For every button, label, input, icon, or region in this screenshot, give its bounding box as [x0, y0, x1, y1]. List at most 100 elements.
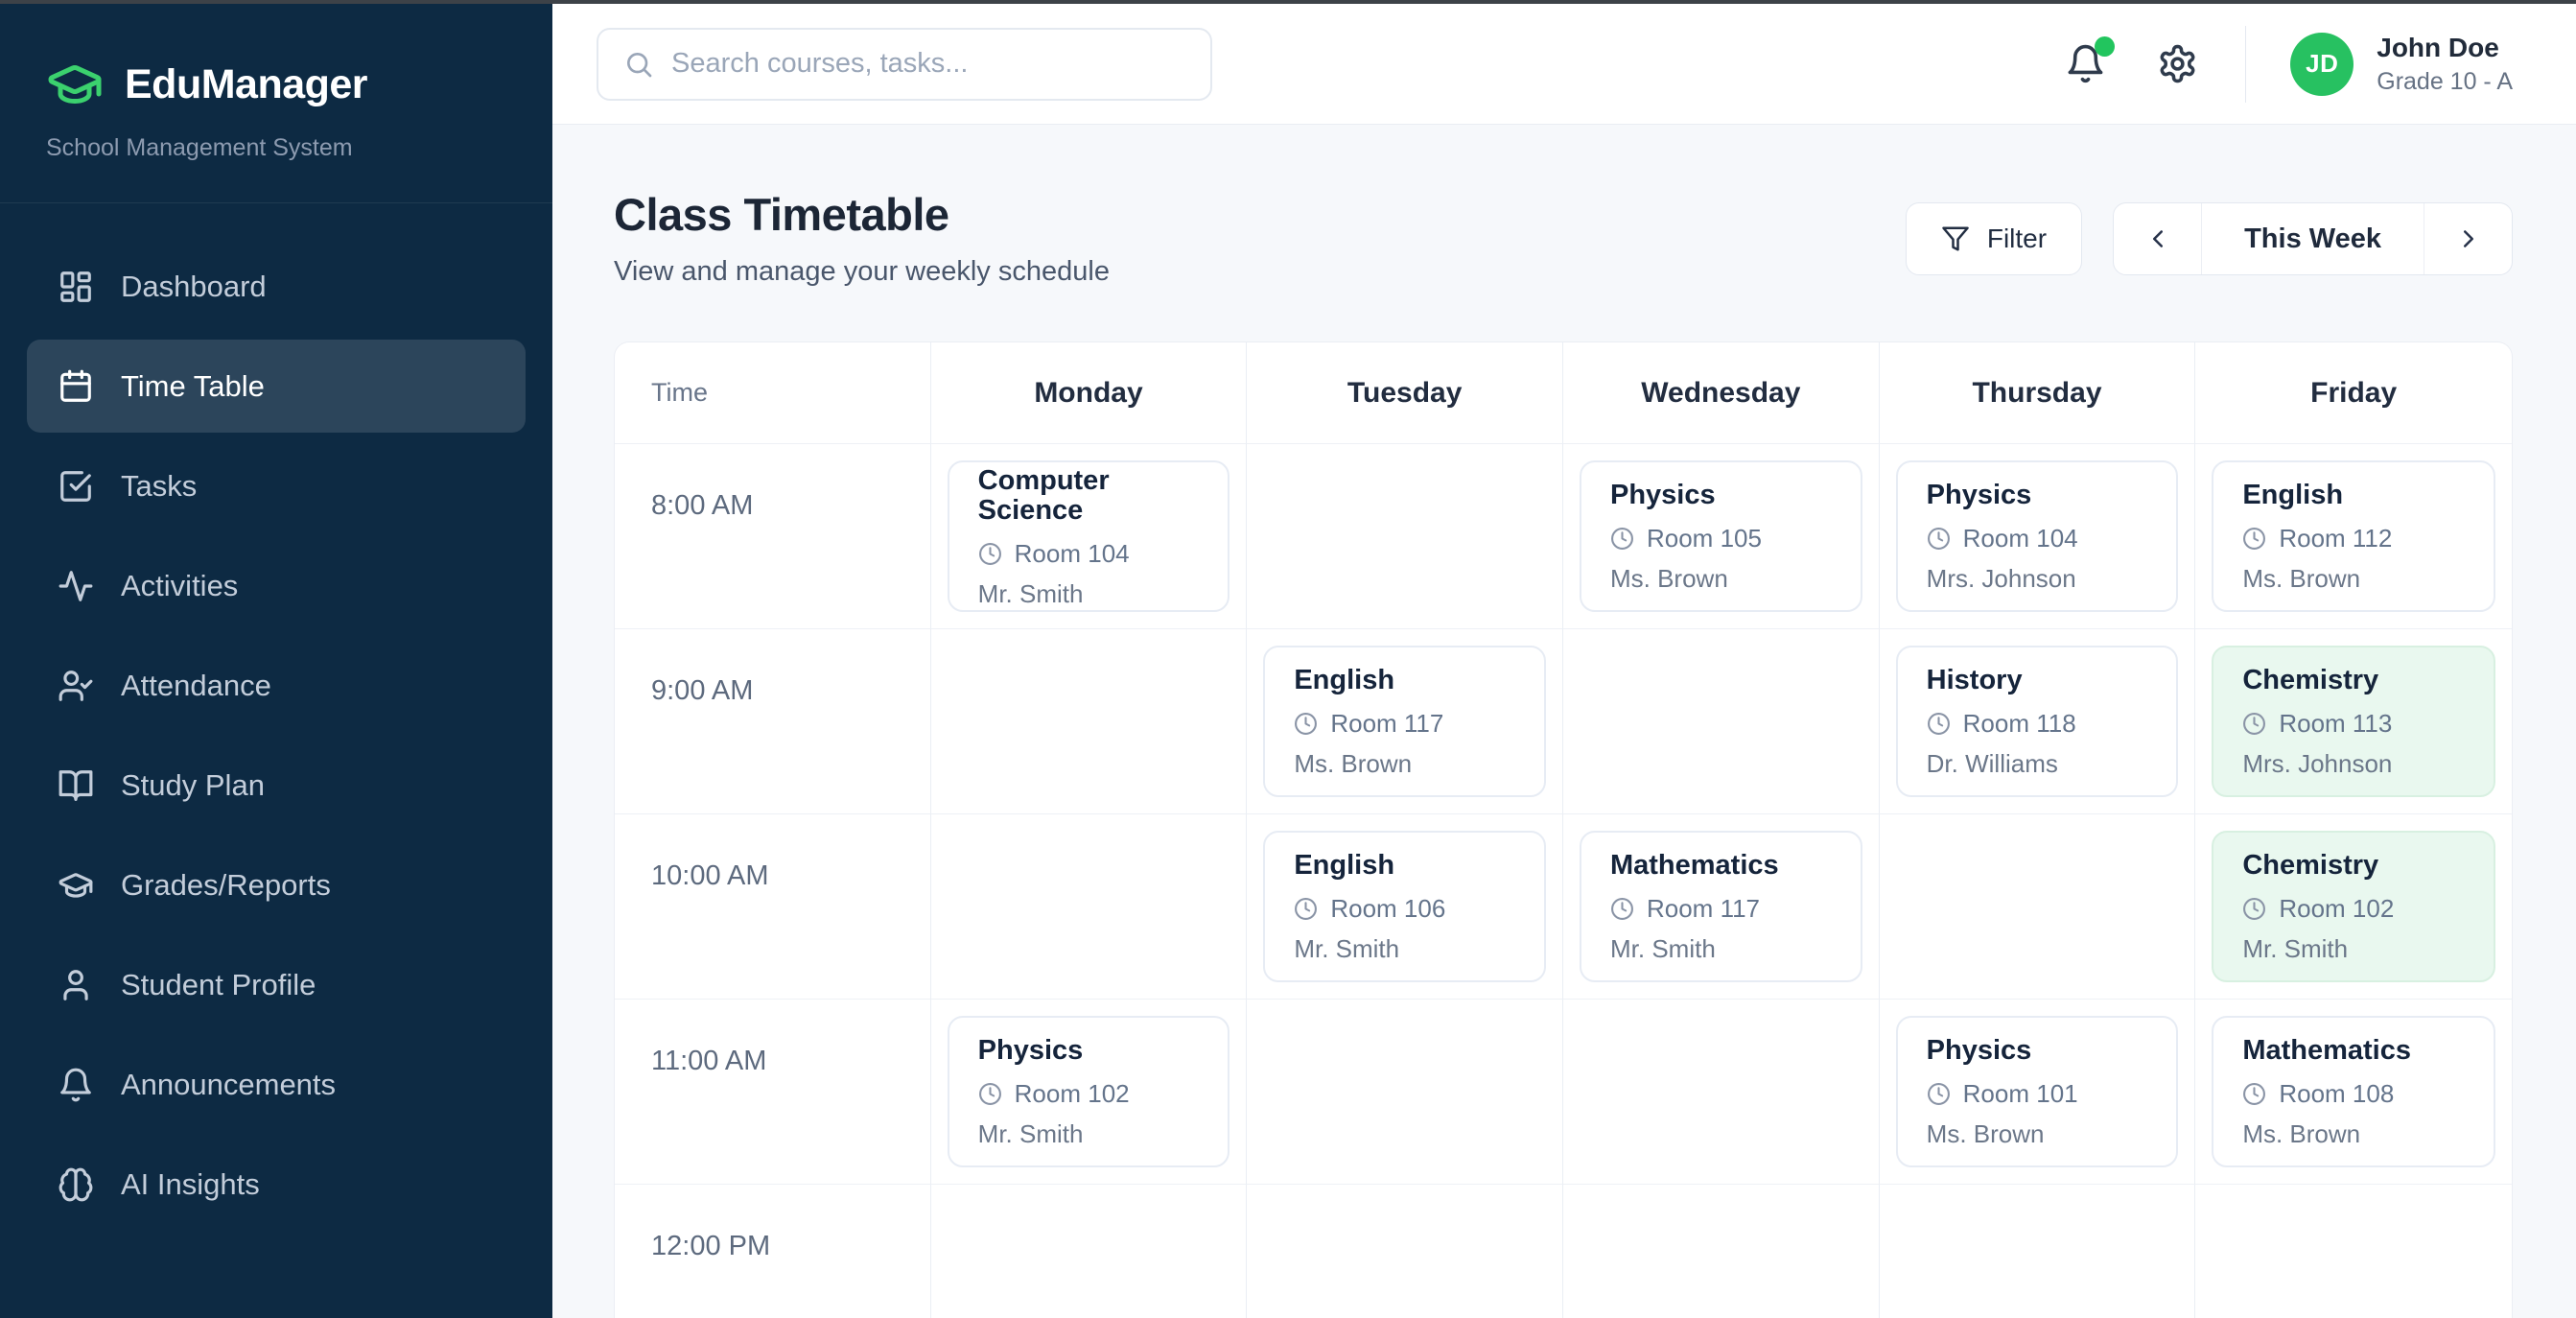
activity-icon [58, 568, 94, 604]
user-menu[interactable]: JD John Doe Grade 10 - A [2290, 32, 2513, 96]
sidebar-item-activities[interactable]: Activities [27, 539, 526, 632]
timetable-slot: Mathematics Room 108 Ms. Brown [2195, 1000, 2512, 1186]
lesson-room: Room 113 [2242, 710, 2465, 738]
clock-icon [1927, 712, 1951, 736]
lesson-room-text: Room 102 [1014, 1079, 1130, 1109]
settings-button[interactable] [2153, 40, 2201, 88]
sidebar: EduManager School Management System Dash… [0, 4, 552, 1318]
avatar: JD [2290, 32, 2354, 96]
lesson-teacher: Ms. Brown [1294, 748, 1413, 778]
timetable-header-thursday: Thursday [1879, 342, 2196, 445]
clock-icon [1610, 527, 1634, 551]
lesson-card[interactable]: Computer Science Room 104 Mr. Smith [947, 460, 1230, 613]
bell-icon [58, 1067, 94, 1103]
book-open-icon [58, 767, 94, 804]
sidebar-item-label: Tasks [121, 468, 198, 503]
lesson-subject: Physics [1926, 1035, 2032, 1067]
timetable-slot [931, 1185, 1248, 1318]
lesson-card[interactable]: Physics Room 105 Ms. Brown [1579, 460, 1862, 613]
clock-icon [2242, 897, 2266, 921]
lesson-room-text: Room 104 [1962, 524, 2078, 553]
timetable-slot: English Room 117 Ms. Brown [1247, 629, 1563, 815]
lesson-subject: Physics [977, 1035, 1084, 1067]
lesson-subject: Chemistry [2242, 665, 2379, 696]
sidebar-item-label: Dashboard [121, 269, 267, 303]
clock-icon [1927, 527, 1951, 551]
graduation-cap-icon [58, 867, 94, 904]
lesson-card[interactable]: Physics Room 101 Ms. Brown [1895, 1016, 2179, 1168]
filter-button[interactable]: Filter [1905, 202, 2083, 276]
lesson-room: Room 102 [2242, 895, 2465, 923]
timetable-slot [1247, 1185, 1563, 1318]
lesson-card[interactable]: Chemistry Room 113 Mrs. Johnson [2212, 646, 2495, 798]
lesson-subject: Mathematics [1609, 850, 1779, 882]
lesson-card[interactable]: English Room 112 Ms. Brown [2212, 460, 2495, 613]
clock-icon [2242, 712, 2266, 736]
sidebar-item-dashboard[interactable]: Dashboard [27, 240, 526, 333]
timetable-slot: Computer Science Room 104 Mr. Smith [930, 444, 1248, 630]
sidebar-item-attendance[interactable]: Attendance [27, 639, 526, 732]
previous-week-button[interactable] [2114, 203, 2203, 275]
gear-icon [2157, 43, 2198, 84]
timetable-time-label: 10:00 AM [615, 814, 931, 1000]
lesson-room: Room 112 [2242, 525, 2465, 553]
lesson-card[interactable]: Mathematics Room 108 Ms. Brown [2212, 1016, 2495, 1168]
sidebar-item-ai-insights[interactable]: AI Insights [27, 1138, 526, 1231]
lesson-subject: English [1294, 850, 1395, 882]
lesson-room-text: Room 112 [2279, 524, 2393, 553]
lesson-room-text: Room 118 [1962, 709, 2076, 739]
sidebar-item-label: Grades/Reports [121, 867, 331, 902]
timetable-header-wednesday: Wednesday [1562, 342, 1880, 445]
lesson-room-text: Room 105 [1646, 524, 1762, 553]
notification-dot [2095, 35, 2116, 57]
topbar: JD John Doe Grade 10 - A [552, 4, 2576, 125]
timetable-slot: Physics Room 105 Ms. Brown [1562, 444, 1880, 630]
lesson-card[interactable]: Chemistry Room 102 Mr. Smith [2212, 831, 2495, 983]
page-title: Class Timetable [614, 189, 949, 240]
tasks-icon [58, 468, 94, 505]
lesson-subject: English [2242, 480, 2344, 511]
lesson-teacher: Dr. Williams [1926, 748, 2058, 778]
lesson-card[interactable]: English Room 117 Ms. Brown [1263, 646, 1546, 798]
lesson-teacher: Mr. Smith [2242, 933, 2349, 963]
clock-icon [2242, 1082, 2266, 1106]
lesson-card[interactable]: Mathematics Room 117 Mr. Smith [1579, 831, 1862, 983]
timetable-slot: English Room 112 Ms. Brown [2195, 444, 2512, 630]
lesson-teacher: Mr. Smith [1609, 933, 1716, 963]
timetable-slot: Physics Room 101 Ms. Brown [1879, 1000, 2196, 1186]
lesson-card[interactable]: Physics Room 102 Mr. Smith [947, 1016, 1230, 1168]
lesson-room-text: Room 101 [1962, 1079, 2078, 1109]
clock-icon [1927, 1082, 1951, 1106]
page-header: Class Timetable View and manage your wee… [614, 190, 2513, 288]
sidebar-item-tasks[interactable]: Tasks [27, 439, 526, 532]
lesson-room-text: Room 106 [1330, 894, 1446, 924]
search-input[interactable] [671, 48, 1185, 80]
timetable-slot [1247, 444, 1563, 630]
chevron-left-icon [2143, 224, 2172, 253]
sidebar-item-time-table[interactable]: Time Table [27, 340, 526, 433]
timetable-slot [1562, 629, 1880, 815]
lesson-card[interactable]: Physics Room 104 Mrs. Johnson [1895, 460, 2179, 613]
user-name: John Doe [2377, 32, 2499, 62]
timetable-slot [1879, 814, 2196, 1000]
sidebar-item-announcements[interactable]: Announcements [27, 1038, 526, 1131]
lesson-card[interactable]: English Room 106 Mr. Smith [1263, 831, 1546, 983]
lesson-subject: Computer Science [977, 464, 1110, 527]
lesson-room-text: Room 108 [2279, 1079, 2395, 1109]
notifications-button[interactable] [2061, 35, 2116, 88]
sidebar-item-study-plan[interactable]: Study Plan [27, 739, 526, 832]
week-label: This Week [2244, 223, 2381, 254]
filter-button-label: Filter [1986, 224, 2048, 254]
window-top-strip [0, 0, 2576, 4]
next-week-button[interactable] [2424, 203, 2512, 275]
lesson-card[interactable]: History Room 118 Dr. Williams [1895, 646, 2179, 798]
lesson-room-text: Room 102 [2279, 894, 2395, 924]
sidebar-item-label: Activities [121, 568, 239, 602]
clock-icon [2242, 527, 2266, 551]
timetable-slot [1247, 1000, 1563, 1186]
sidebar-nav: Dashboard Time Table Tasks Activities Attend… [0, 203, 552, 1274]
search-box[interactable] [597, 27, 1212, 101]
sidebar-item-grades-reports[interactable]: Grades/Reports [27, 838, 526, 931]
sidebar-item-student-profile[interactable]: Student Profile [27, 938, 526, 1031]
calendar-icon [58, 368, 94, 405]
